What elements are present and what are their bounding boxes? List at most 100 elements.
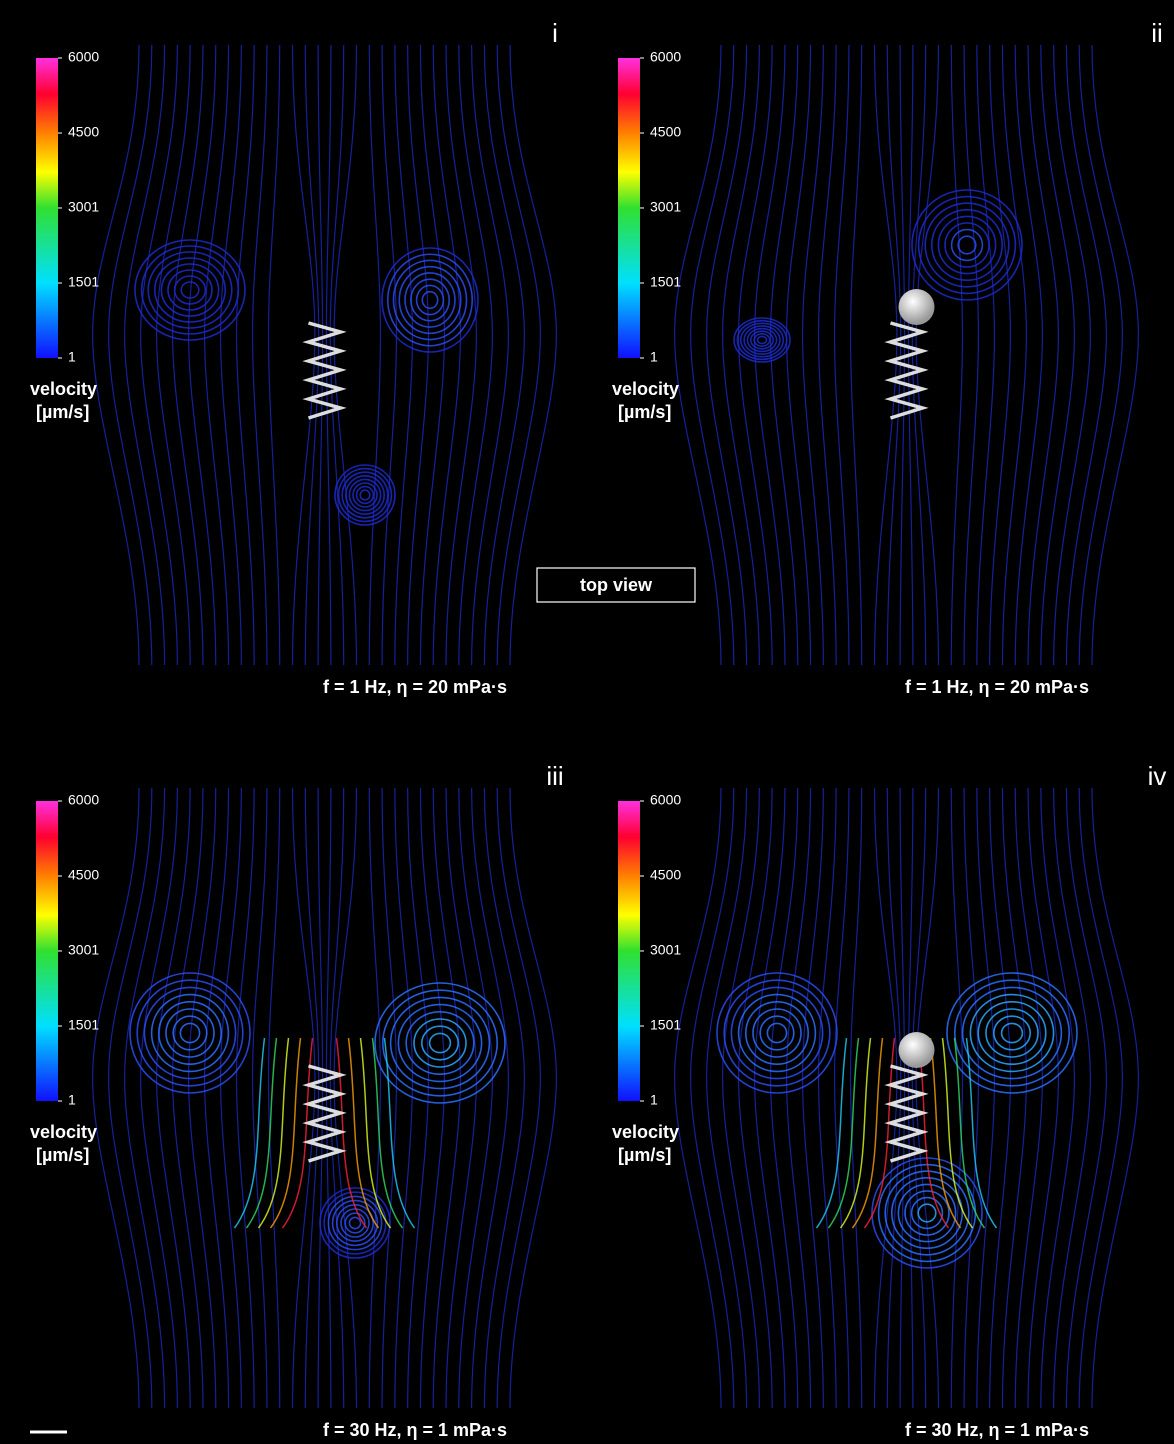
streamline	[394, 787, 414, 1409]
streamline	[1014, 44, 1044, 666]
colorbar-tick-label: 6000	[68, 49, 99, 65]
vortex-ring	[917, 195, 1017, 295]
colorbar-tick-label: 1501	[650, 274, 681, 290]
vortex-ring	[730, 986, 824, 1080]
hot-streamline	[281, 1037, 368, 1229]
streamline	[317, 44, 324, 666]
streamline	[674, 44, 722, 666]
panel: 6000 4500 3001 1501 1 velocity [µm/s] iv f = 30 …	[612, 761, 1166, 1440]
hot-streamline	[257, 1037, 392, 1229]
streamline	[471, 787, 510, 1409]
vortex-ring	[961, 986, 1063, 1080]
panel-label: iii	[546, 761, 563, 791]
colorbar-title: velocity	[30, 1122, 97, 1142]
vortex-ring	[334, 464, 396, 526]
inset-box	[536, 567, 696, 603]
streamline	[1053, 44, 1092, 666]
hot-streamline	[269, 1037, 380, 1229]
vortex-ring	[743, 325, 781, 355]
vortex-ring	[992, 1015, 1031, 1051]
streamlines	[92, 44, 557, 666]
streamline	[1027, 44, 1060, 666]
streamline	[155, 787, 191, 1409]
vortex-ring	[917, 1203, 937, 1223]
colorbar-tick-label: 6000	[68, 792, 99, 808]
colorbar-tick-label: 3001	[650, 942, 681, 958]
streamline	[817, 787, 837, 1409]
streamline	[1091, 787, 1139, 1409]
helix	[302, 321, 347, 420]
vortex-ring	[348, 478, 382, 512]
colorbar-tick-label: 3001	[68, 942, 99, 958]
vortex-ring	[1000, 1022, 1024, 1044]
bead	[898, 289, 935, 325]
colorbar-tick-label: 6000	[650, 792, 681, 808]
colorbar	[36, 58, 58, 358]
streamline	[976, 787, 996, 1409]
hot-streamline	[827, 1037, 986, 1229]
streamline	[833, 787, 850, 1409]
streamline	[509, 44, 557, 666]
vortex-ring	[753, 333, 771, 347]
vortex-ring	[319, 1187, 391, 1259]
hot-streamline	[851, 1037, 962, 1229]
vortex-ring	[904, 1190, 950, 1236]
streamline	[394, 44, 414, 666]
streamline	[1014, 787, 1044, 1409]
vortex-ring	[413, 1018, 467, 1068]
panel-label: i	[552, 18, 558, 48]
streamline	[1065, 44, 1107, 666]
hot-streamline	[233, 1037, 416, 1229]
vortex-ring	[736, 319, 788, 361]
vortex-ring	[341, 471, 389, 519]
vortex-ring	[136, 979, 244, 1087]
streamline	[304, 44, 320, 666]
streamline	[267, 44, 281, 666]
vortex-ring	[389, 996, 491, 1090]
streamline	[419, 787, 446, 1409]
vortex-ring	[327, 1195, 383, 1251]
streamline	[251, 787, 268, 1409]
streamline	[92, 44, 140, 666]
vortex-ring	[750, 330, 775, 350]
streamline	[1040, 44, 1076, 666]
colorbar-title: velocity	[30, 379, 97, 399]
vortex-ring	[428, 1032, 452, 1054]
vortex-ring	[172, 1015, 208, 1051]
streamline	[1078, 787, 1123, 1409]
vortex-ring	[977, 1000, 1047, 1065]
streamline	[187, 44, 217, 666]
streamline	[496, 44, 541, 666]
streamline	[950, 787, 964, 1409]
vortex-ring	[924, 202, 1010, 288]
vortex-ring	[890, 1176, 963, 1249]
vortex-ring	[359, 489, 371, 501]
streamline	[899, 787, 906, 1409]
streamline	[291, 787, 316, 1409]
panel-label: ii	[1151, 18, 1163, 48]
panel-caption: f = 1 Hz, η = 20 mPa·s	[905, 677, 1089, 697]
colorbar-unit: [µm/s]	[618, 1145, 671, 1165]
streamline	[509, 787, 557, 1409]
streamline	[267, 787, 281, 1409]
panel: 6000 4500 3001 1501 1 velocity [µm/s] ii f = 1 H…	[612, 18, 1163, 697]
vortex-ring	[950, 228, 984, 262]
streamline	[801, 44, 824, 666]
streamline	[483, 44, 525, 666]
panel-label: iv	[1148, 761, 1167, 791]
streamline	[203, 44, 230, 666]
colorbar	[618, 801, 640, 1101]
vortex-ring	[953, 979, 1070, 1087]
streamline	[496, 787, 541, 1409]
vortex-ring	[173, 275, 207, 305]
vortex-ring	[147, 251, 233, 329]
vortex-ring	[946, 972, 1078, 1094]
streamline	[219, 44, 242, 666]
streamline	[139, 44, 178, 666]
streamline	[785, 787, 812, 1409]
streamline	[753, 44, 786, 666]
streamline	[458, 44, 494, 666]
vortex-ring	[179, 1022, 201, 1044]
vortex-ring	[884, 1170, 970, 1256]
streamline	[801, 787, 824, 1409]
